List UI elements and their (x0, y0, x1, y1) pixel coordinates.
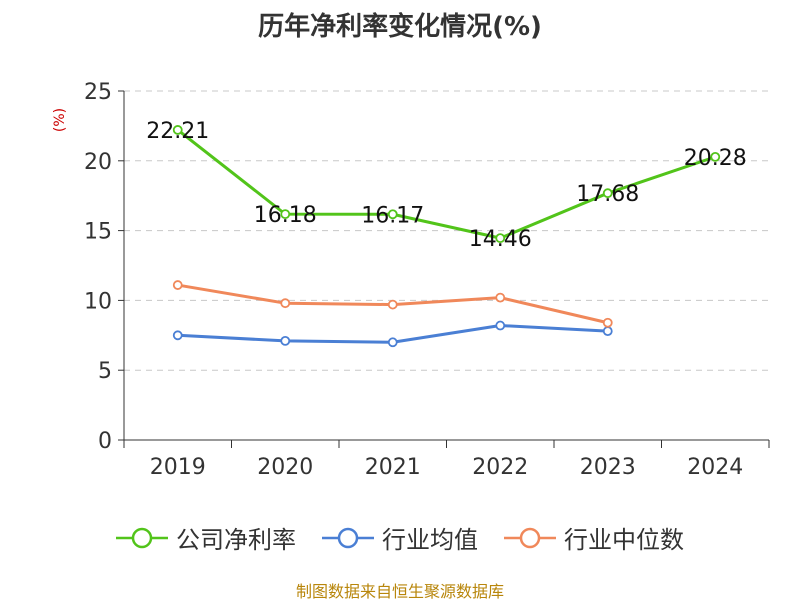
data-label-layer: 22.21 16.18 16.17 14.46 17.68 20.28 (146, 119, 746, 252)
data-point (280, 209, 291, 220)
data-point (387, 209, 398, 220)
data-label: 14.46 (469, 227, 532, 252)
data-point (387, 299, 398, 310)
x-tick-label: 2020 (257, 455, 313, 480)
data-point (495, 233, 506, 244)
x-tick-label: 2019 (150, 455, 206, 480)
x-tick-label: 2022 (472, 455, 528, 480)
data-point (602, 326, 613, 337)
data-point (602, 317, 613, 328)
data-point (387, 337, 398, 348)
legend-marker-icon (322, 527, 374, 548)
data-point (710, 151, 721, 162)
data-label: 16.18 (254, 203, 317, 228)
data-point (172, 280, 183, 290)
y-tick-label: 15 (84, 220, 112, 245)
x-tick-label: 2023 (580, 455, 636, 480)
data-label: 22.21 (146, 119, 209, 144)
data-label: 20.28 (684, 146, 747, 171)
data-label: 17.68 (576, 182, 639, 207)
legend: 公司净利率 行业均值 行业中位数 (0, 520, 800, 555)
data-point (602, 188, 613, 199)
chart-title: 历年净利率变化情况(%) (258, 12, 542, 42)
data-point (495, 292, 506, 303)
data-point (280, 335, 291, 346)
data-point (172, 330, 183, 341)
data-point (172, 125, 183, 135)
legend-item[interactable]: 行业均值 (322, 520, 478, 555)
legend-item[interactable]: 公司净利率 (116, 520, 296, 555)
axis-layer: 0 5 10 15 20 25 2019 2020 2021 2022 2023 2024 (84, 80, 770, 480)
legend-label: 公司净利率 (176, 526, 296, 554)
data-label: 16.17 (361, 203, 424, 228)
legend-label: 行业中位数 (564, 526, 684, 554)
data-point (495, 320, 506, 331)
series-line (176, 128, 716, 240)
series-layer (172, 125, 721, 348)
x-tick-label: 2024 (687, 455, 743, 480)
y-tick-label: 20 (84, 150, 112, 175)
y-tick-label: 25 (84, 80, 112, 105)
x-tick-label: 2021 (365, 455, 421, 480)
legend-marker-icon (504, 527, 556, 548)
source-note: 制图数据来自恒生聚源数据库 (295, 582, 504, 601)
legend-label: 行业均值 (382, 526, 478, 554)
data-point (280, 298, 291, 309)
y-tick-label: 10 (84, 289, 112, 314)
legend-item[interactable]: 行业中位数 (504, 520, 684, 555)
legend-marker-icon (116, 527, 168, 548)
y-tick-label: 5 (98, 359, 112, 384)
grid-layer (124, 90, 769, 371)
y-tick-label: 0 (98, 429, 112, 454)
